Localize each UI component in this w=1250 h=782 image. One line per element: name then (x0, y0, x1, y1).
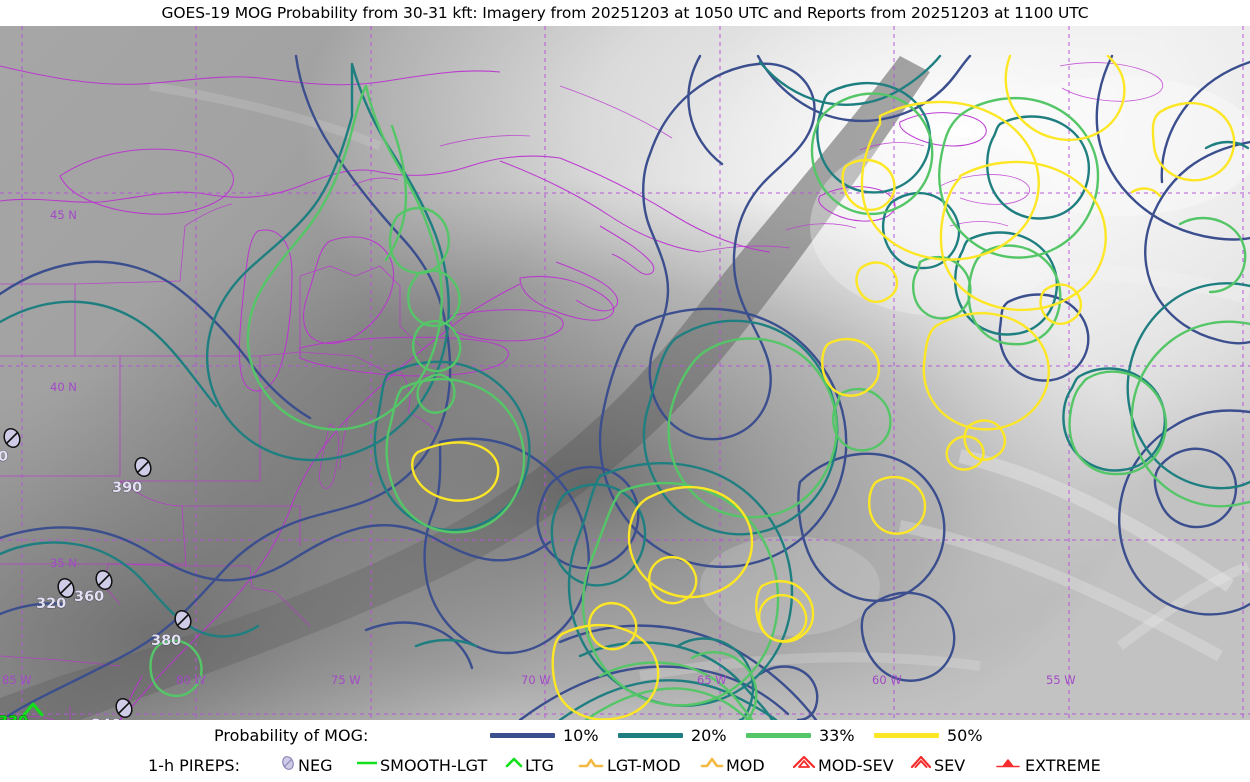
legend-item-prob-20[interactable]: 20% (618, 726, 727, 745)
lon-label: 70 W (521, 673, 551, 687)
legend-swatch-20 (618, 732, 683, 738)
legend-item-pirep-smooth-lgt[interactable]: SMOOTH-LGT (355, 754, 487, 776)
map-canvas[interactable]: 45 N 40 N 35 N 30 N 85 W 80 W 75 W 70 W … (0, 26, 1250, 720)
lat-label: 45 N (50, 208, 77, 222)
legend-swatch-10 (490, 732, 555, 738)
pirep-flight-level: 320 (36, 596, 66, 612)
legend-item-prob-10[interactable]: 10% (490, 726, 599, 745)
legend-label-mod: MOD (726, 755, 765, 775)
lat-lon-grid (0, 26, 1250, 720)
probability-legend-row: Probability of MOG: 10% 20% 33% 50% (0, 720, 1250, 750)
figure-title: GOES-19 MOG Probability from 30-31 kft: … (161, 4, 1089, 22)
legend-item-pirep-neg[interactable]: NEG (280, 754, 332, 776)
lon-label: 75 W (331, 673, 361, 687)
lon-label: 85 W (2, 673, 32, 687)
legend-label-lgt-mod: LGT-MOD (607, 755, 681, 775)
legend-item-prob-33[interactable]: 33% (746, 726, 855, 745)
legend-swatch-33 (746, 732, 811, 738)
pirep-marker-neg[interactable] (172, 608, 193, 631)
lat-label: 40 N (50, 380, 77, 394)
legend-label-ltg: LTG (525, 755, 554, 775)
legend-panel: Probability of MOG: 10% 20% 33% 50% 1-h … (0, 720, 1250, 782)
pirep-flight-level: 340 (91, 717, 121, 720)
legend-label-10: 10% (563, 725, 599, 745)
pirep-legend-row: 1-h PIREPS: NEG SMOOTH-LGT (0, 750, 1250, 780)
legend-label-neg: NEG (298, 755, 333, 775)
geography-outlines (0, 62, 1164, 720)
legend-label-smooth-lgt: SMOOTH-LGT (380, 755, 488, 775)
legend-item-pirep-mod[interactable]: MOD (700, 754, 765, 776)
lon-label: 60 W (872, 673, 902, 687)
legend-label-50: 50% (947, 725, 983, 745)
pirep-legend-title: 1-h PIREPS: (148, 755, 240, 775)
legend-label-extreme: EXTREME (1025, 755, 1101, 775)
pirep-markers[interactable] (1, 426, 193, 719)
lon-label: 55 W (1046, 673, 1076, 687)
neg-icon (280, 754, 296, 776)
contour-group-10 (0, 54, 1250, 720)
legend-item-pirep-mod-sev[interactable]: MOD-SEV (792, 754, 894, 776)
ltg-icon (504, 754, 524, 776)
pirep-flight-level: 0 (0, 449, 8, 465)
extreme-icon (995, 754, 1021, 776)
pirep-marker-ltg[interactable] (22, 702, 44, 717)
legend-swatch-50 (874, 732, 939, 738)
lon-label: 80 W (176, 673, 206, 687)
pirep-flight-level: 330 (0, 714, 28, 720)
lgt-mod-icon (578, 754, 604, 776)
pirep-marker-neg[interactable] (113, 696, 134, 719)
pirep-marker-neg[interactable] (1, 426, 22, 449)
legend-item-pirep-sev[interactable]: SEV (910, 754, 965, 776)
smooth-lgt-icon (355, 754, 379, 776)
mod-sev-icon (792, 754, 816, 776)
legend-item-pirep-lgt-mod[interactable]: LGT-MOD (578, 754, 681, 776)
pirep-marker-neg[interactable] (93, 568, 114, 591)
legend-label-mod-sev: MOD-SEV (818, 755, 894, 775)
probability-legend-title: Probability of MOG: (214, 725, 369, 745)
pirep-flight-level: 390 (112, 480, 142, 496)
lon-label: 65 W (697, 673, 727, 687)
contour-group-50 (411, 54, 1236, 720)
mod-icon (700, 754, 724, 776)
contour-group-33 (149, 84, 1250, 720)
map-panel[interactable]: 45 N 40 N 35 N 30 N 85 W 80 W 75 W 70 W … (0, 26, 1250, 720)
pirep-marker-neg[interactable] (132, 455, 153, 478)
legend-item-pirep-extreme[interactable]: EXTREME (995, 754, 1101, 776)
legend-item-pirep-ltg[interactable]: LTG (504, 754, 554, 776)
lat-label: 35 N (50, 556, 77, 570)
pirep-marker-neg[interactable] (55, 576, 76, 599)
legend-label-sev: SEV (934, 755, 966, 775)
pirep-flight-level: 380 (151, 633, 181, 649)
map-labels: 45 N 40 N 35 N 30 N 85 W 80 W 75 W 70 W … (0, 208, 1076, 720)
pirep-flight-level: 360 (74, 589, 104, 605)
legend-item-prob-50[interactable]: 50% (874, 726, 983, 745)
sev-icon (910, 754, 932, 776)
legend-label-20: 20% (691, 725, 727, 745)
legend-label-33: 33% (819, 725, 855, 745)
